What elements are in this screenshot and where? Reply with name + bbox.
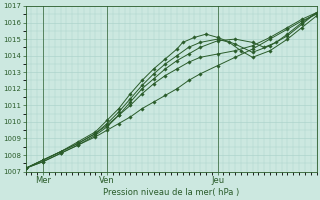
X-axis label: Pression niveau de la mer( hPa ): Pression niveau de la mer( hPa ) xyxy=(103,188,239,197)
